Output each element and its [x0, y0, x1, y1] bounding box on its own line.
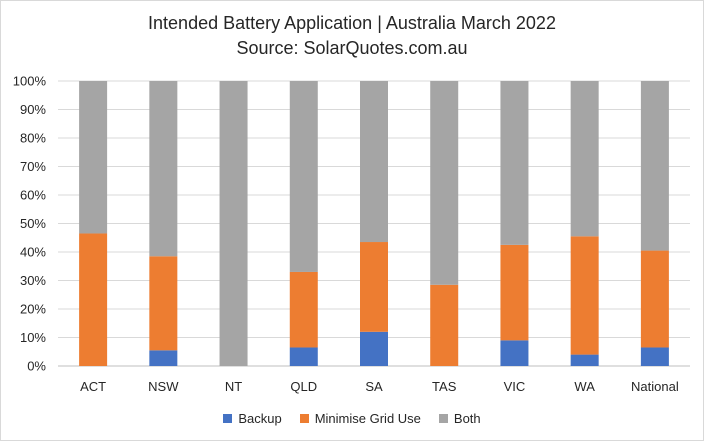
x-axis-ticks: ACT NSW NT QLD SA TAS VIC WA National	[80, 379, 679, 394]
bar-segment	[500, 340, 529, 366]
y-tick-label: 80%	[20, 131, 46, 146]
y-tick-label: 100%	[13, 74, 47, 89]
legend-item: Both	[438, 408, 481, 428]
y-axis-ticks: 0% 10% 20% 30% 40% 50% 60% 70% 80% 90% 100%	[13, 74, 47, 374]
bar-segment	[640, 347, 669, 366]
x-tick-label: TAS	[432, 379, 457, 394]
y-tick-label: 60%	[20, 188, 46, 203]
bar-segment	[500, 81, 529, 245]
chart-subtitle: Source: SolarQuotes.com.au	[236, 38, 468, 58]
x-tick-label: SA	[365, 379, 383, 394]
bar-segment	[289, 347, 318, 366]
y-tick-label: 50%	[20, 216, 46, 231]
chart-title: Intended Battery Application | Australia…	[148, 13, 556, 33]
x-tick-label: WA	[574, 379, 595, 394]
x-tick-label: QLD	[290, 379, 317, 394]
bar-segment	[219, 81, 248, 366]
legend: Backup Minimise Grid Use Both	[0, 408, 704, 428]
x-tick-label: NSW	[148, 379, 179, 394]
bar-segment	[640, 81, 669, 251]
legend-item: Minimise Grid Use	[299, 408, 421, 428]
legend-swatch	[438, 413, 448, 423]
bar-segment	[430, 284, 459, 366]
legend-label: Backup	[238, 410, 282, 426]
bar-segment	[570, 354, 599, 366]
bar-segment	[149, 256, 178, 351]
bar-segment	[79, 81, 108, 234]
y-tick-label: 10%	[20, 330, 46, 345]
bar-segment	[360, 81, 388, 243]
bar-segment	[640, 250, 669, 348]
bar-segment	[79, 233, 108, 366]
bar-segment	[500, 244, 529, 341]
y-tick-label: 0%	[27, 359, 46, 374]
bar-segment	[289, 81, 318, 272]
legend-label: Minimise Grid Use	[314, 410, 421, 426]
legend-swatch	[223, 413, 233, 423]
legend-swatch	[299, 413, 309, 423]
x-tick-label: ACT	[80, 379, 106, 394]
y-tick-label: 40%	[20, 245, 46, 260]
x-tick-label: NT	[225, 379, 242, 394]
bar-segment	[360, 331, 388, 366]
bar-segment	[570, 81, 599, 237]
x-tick-label: National	[631, 379, 679, 394]
bar-segment	[149, 81, 178, 257]
bar-segment	[570, 236, 599, 355]
bar-segment	[430, 81, 459, 285]
y-tick-label: 70%	[20, 159, 46, 174]
x-tick-label: VIC	[504, 379, 526, 394]
bar-segment	[149, 350, 178, 366]
bars	[79, 81, 669, 366]
legend-item: Backup	[223, 408, 282, 428]
legend-label: Both	[453, 410, 481, 426]
y-tick-label: 90%	[20, 102, 46, 117]
bar-segment	[289, 271, 318, 348]
bar-segment	[360, 242, 388, 332]
y-tick-label: 30%	[20, 273, 46, 288]
y-tick-label: 20%	[20, 302, 46, 317]
